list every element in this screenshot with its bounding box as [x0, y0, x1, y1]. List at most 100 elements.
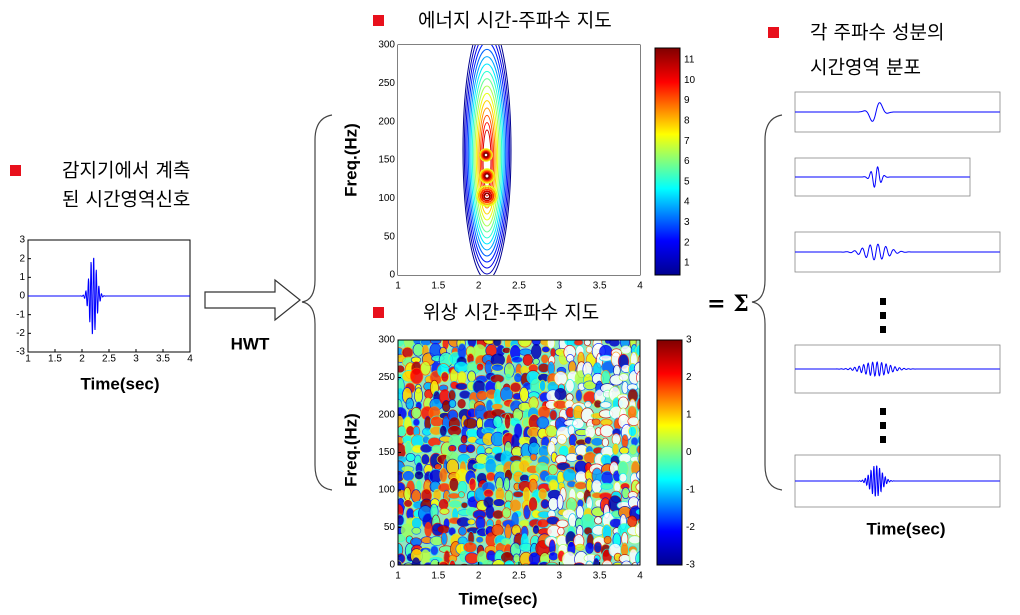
x-tick-label: 4	[187, 354, 193, 365]
phase-cell	[481, 559, 495, 565]
phase-cell	[401, 346, 414, 359]
phase-cell	[621, 487, 630, 500]
phase-cell	[636, 408, 640, 423]
phase-cell	[545, 561, 559, 565]
phase-cell	[465, 444, 476, 454]
x-tick-label: 3.5	[593, 571, 607, 582]
phase-cell	[460, 434, 468, 444]
colorbar-tick-label: 6	[684, 156, 690, 167]
phase-cell	[565, 379, 575, 393]
phase-cell	[541, 345, 551, 353]
phase-cell	[556, 434, 567, 445]
phase-cell	[549, 409, 558, 421]
x-label: Time(sec)	[80, 374, 159, 393]
phase-cell	[492, 340, 502, 347]
phase-cell	[613, 481, 621, 493]
x-label: Time(sec)	[458, 589, 537, 608]
phase-cell	[509, 382, 522, 393]
phase-cell	[548, 551, 559, 562]
phase-cell	[599, 401, 612, 409]
phase-cell	[504, 523, 512, 540]
y-tick-label: 2	[19, 253, 25, 264]
colorbar-tick-label: -3	[686, 560, 695, 571]
phase-cell	[548, 479, 559, 492]
y-tick-label: 100	[378, 193, 395, 204]
phase-cell	[603, 535, 612, 545]
bullet	[768, 27, 779, 38]
component-wave	[795, 465, 1000, 497]
phase-cell	[398, 534, 406, 543]
phase-cell	[463, 417, 478, 429]
phase-cell	[420, 453, 431, 466]
phase-cell	[620, 560, 632, 565]
phase-cell	[635, 343, 640, 358]
energy-contours	[398, 45, 640, 275]
y-tick-label: 0	[389, 560, 395, 571]
map-title: 에너지 시간-주파수 지도	[418, 10, 612, 32]
phase-cell	[492, 510, 504, 519]
phase-cell	[436, 524, 451, 534]
colorbar	[654, 47, 681, 276]
x-tick-label: 3.5	[156, 354, 170, 365]
x-tick-label: 3	[557, 571, 563, 582]
phase-cell	[575, 389, 583, 403]
colorbar-tick-label: 1	[686, 410, 692, 421]
phase-cell	[568, 564, 573, 565]
map-background	[398, 45, 640, 275]
colorbar-tick-label: 1	[684, 258, 690, 269]
components-title: 각 주파수 성분의	[810, 22, 944, 44]
arrow	[204, 278, 301, 322]
phase-cell	[548, 464, 558, 476]
colorbar-tick-label: 8	[684, 116, 690, 127]
phase-cell	[434, 463, 442, 471]
phase-cell	[457, 371, 467, 385]
phase-cell	[475, 536, 484, 544]
contour	[481, 170, 493, 182]
x-tick-label: 1	[25, 354, 31, 365]
phase-cell	[429, 558, 441, 565]
phase-cell	[448, 389, 457, 402]
phase-cell	[594, 516, 603, 525]
phase-cell	[448, 399, 457, 408]
phase-cell	[547, 497, 559, 512]
contour	[483, 192, 491, 200]
phase-cell	[617, 396, 629, 410]
phase-cell	[635, 482, 640, 492]
phase-cell	[599, 354, 613, 362]
phase-cell	[628, 535, 640, 545]
phase-cell	[491, 403, 504, 411]
phase-cell	[519, 348, 533, 356]
colorbar-tick-label: -2	[686, 522, 695, 533]
phase-cell	[590, 437, 604, 447]
y-tick-label: -1	[16, 309, 25, 320]
colorbar-tick-label: 11	[684, 55, 695, 66]
contour	[480, 149, 492, 161]
phase-cell	[413, 387, 424, 404]
phase-cell	[537, 488, 548, 500]
colorbar-tick-label: 3	[684, 217, 690, 228]
phase-cell	[574, 481, 588, 490]
phase-cell	[584, 340, 591, 347]
phase-cell	[585, 560, 594, 565]
phase-cell	[398, 514, 405, 526]
phase-cell	[593, 541, 603, 554]
phase-cell	[448, 499, 463, 509]
component-wave	[795, 102, 1000, 122]
phase-cell	[636, 380, 640, 390]
phase-cell	[600, 369, 611, 386]
phase-cell	[639, 537, 640, 546]
phase-cell	[618, 472, 628, 483]
phase-cell	[403, 562, 414, 565]
y-tick-label: 250	[378, 78, 395, 89]
phase-cell	[463, 541, 478, 554]
phase-cell	[585, 345, 593, 354]
x-tick-label: 2.5	[512, 571, 526, 582]
phase-cell	[405, 397, 414, 410]
contour	[466, 45, 508, 263]
x-tick-label: 1.5	[431, 571, 445, 582]
phase-cell	[636, 470, 640, 480]
phase-cell	[504, 490, 514, 503]
x-tick-label: 3	[133, 354, 139, 365]
phase-cell	[638, 490, 640, 500]
y-tick-label: 300	[378, 335, 395, 346]
